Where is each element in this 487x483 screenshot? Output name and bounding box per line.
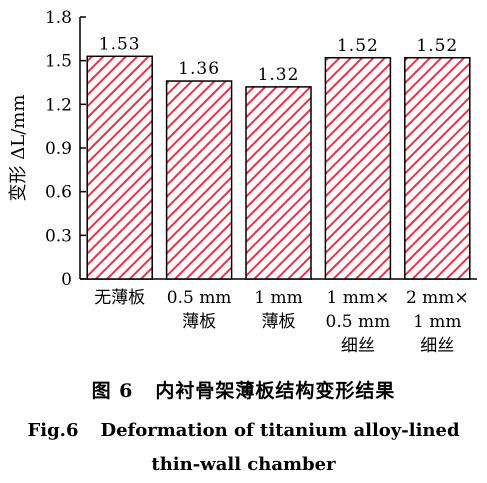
x-category-label: 2 mm× <box>406 288 469 308</box>
labels: 1.53 无薄板 1.36 0.5 mm 薄板 1.32 1 mm 薄板 1.52 1 mm× 0.… <box>94 34 468 356</box>
bar-value-label: 1.52 <box>416 36 458 56</box>
y-axis-label: 变形 ΔL/mm <box>8 95 29 202</box>
bar <box>165 80 233 280</box>
caption-english-line1: Fig.6 Deformation of titanium alloy-lined <box>0 420 487 441</box>
x-category-label: 细丝 <box>341 336 375 356</box>
x-category-label: 1 mm <box>254 288 302 308</box>
figure-number-en: Fig.6 <box>27 420 79 441</box>
figure-title-en: Deformation of titanium alloy-lined <box>100 420 460 441</box>
y-tick-label: 0.3 <box>45 226 72 246</box>
x-category-label: 薄板 <box>262 312 296 332</box>
y-tick-label: 0.9 <box>45 139 72 159</box>
caption-chinese: 图 6 内衬骨架薄板结构变形结果 <box>0 376 487 403</box>
y-tick-label: 1.5 <box>45 52 72 72</box>
bar <box>404 57 471 280</box>
y-tick-label: 1.8 <box>45 8 72 28</box>
axes: 0 0.3 0.6 0.9 1.2 1.5 1.8 <box>45 8 477 290</box>
caption-english-line2: thin-wall chamber <box>151 454 336 475</box>
y-tick-label: 0 <box>61 270 72 290</box>
figure-number-cn: 图 6 <box>91 380 134 402</box>
y-tick-label: 0.6 <box>45 183 72 203</box>
bar-value-label: 1.52 <box>337 36 379 56</box>
bar <box>86 55 153 280</box>
x-category-label: 细丝 <box>420 336 454 356</box>
x-category-label: 无薄板 <box>94 288 145 308</box>
bar-value-label: 1.32 <box>258 65 300 85</box>
x-category-label: 1 mm× <box>327 288 390 308</box>
y-tick-label: 1.2 <box>45 95 72 115</box>
x-category-label: 0.5 mm <box>167 288 232 308</box>
bar <box>324 57 392 280</box>
bar-value-label: 1.36 <box>178 59 220 79</box>
x-category-label: 0.5 mm <box>326 312 391 332</box>
bar-value-label: 1.53 <box>99 34 141 54</box>
bars <box>86 55 471 280</box>
x-category-label: 1 mm <box>413 312 461 332</box>
x-category-label: 薄板 <box>182 312 216 332</box>
bar <box>245 86 312 280</box>
figure-title-cn: 内衬骨架薄板结构变形结果 <box>155 380 396 402</box>
